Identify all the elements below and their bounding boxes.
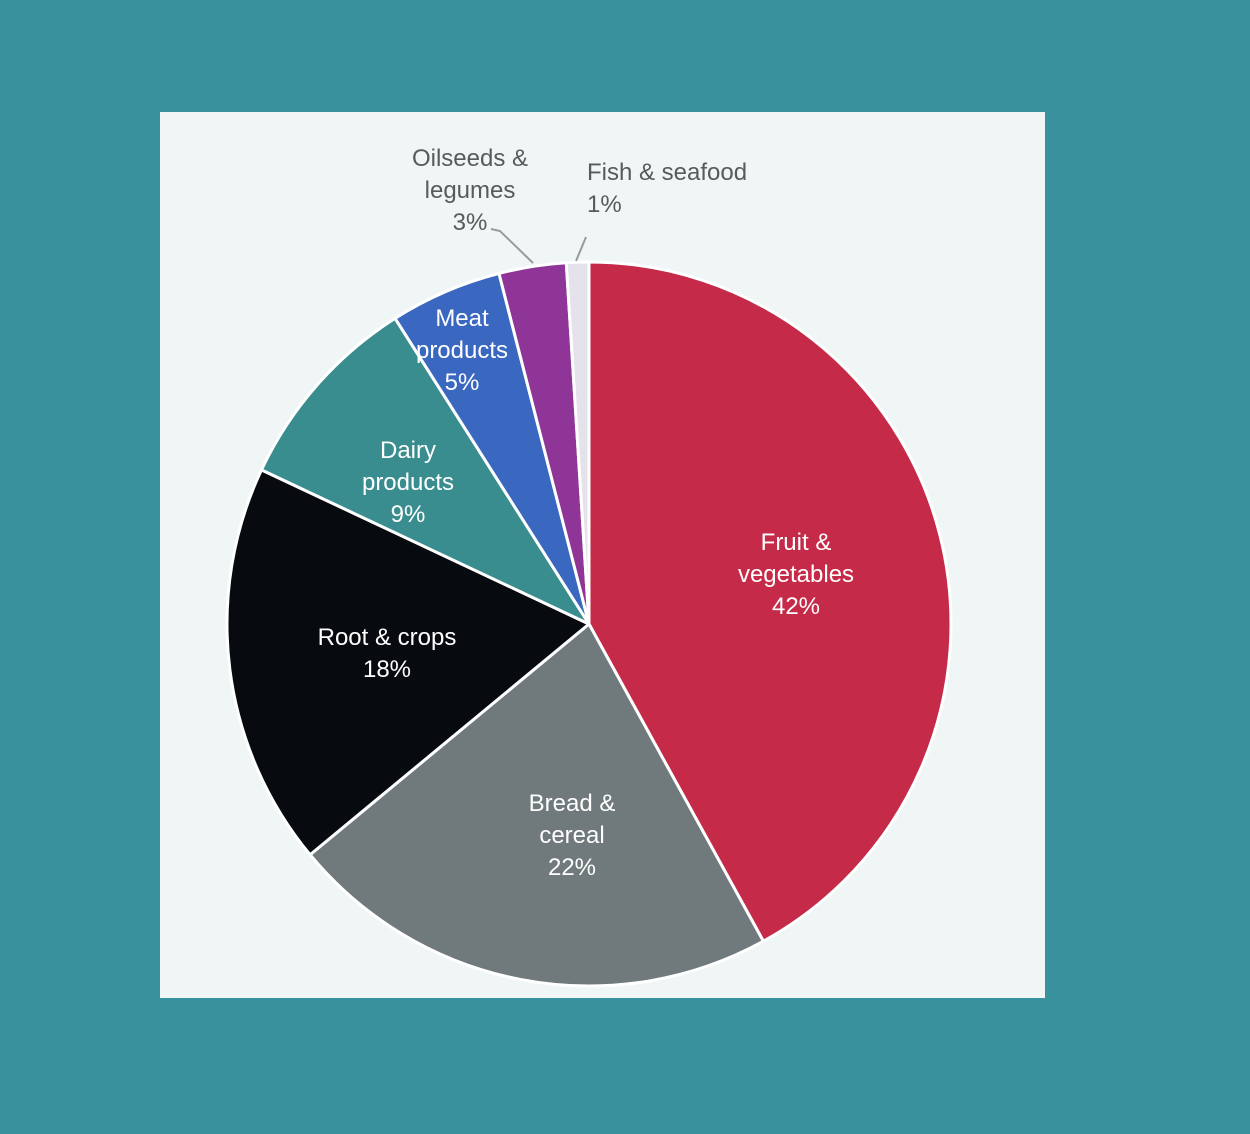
pie-label-oilseeds-legumes: Oilseeds & legumes 3%: [412, 145, 528, 236]
chart-panel: Fruit & vegetables 42% Bread & cereal 22% Root…: [160, 112, 1045, 998]
pie-label-bread-cereal: Bread & cereal 22%: [529, 790, 616, 881]
pie-label-root-crops: Root & crops 18%: [318, 624, 457, 683]
pie-slice-fish-seafood: [564, 260, 591, 626]
pie-chart: Fruit & vegetables 42% Bread & cereal 22% Root…: [225, 145, 953, 988]
leader-line-oilseeds-legumes: [490, 228, 534, 264]
pie-slice-fruit-vegetables: [587, 260, 953, 943]
pie-label-meat-products: Meat products 5%: [416, 305, 508, 396]
pie-label-fish-seafood: Fish & seafood 1%: [587, 159, 747, 218]
pie-slice-root-crops: [225, 468, 591, 857]
pie-label-dairy-products: Dairy products 9%: [362, 437, 454, 528]
pie-slice-bread-cereal: [308, 622, 765, 988]
pie-slice-dairy-products: [259, 316, 591, 626]
pie-label-fruit-vegetables: Fruit & vegetables 42%: [738, 529, 854, 620]
leader-line-fish-seafood: [575, 236, 587, 262]
